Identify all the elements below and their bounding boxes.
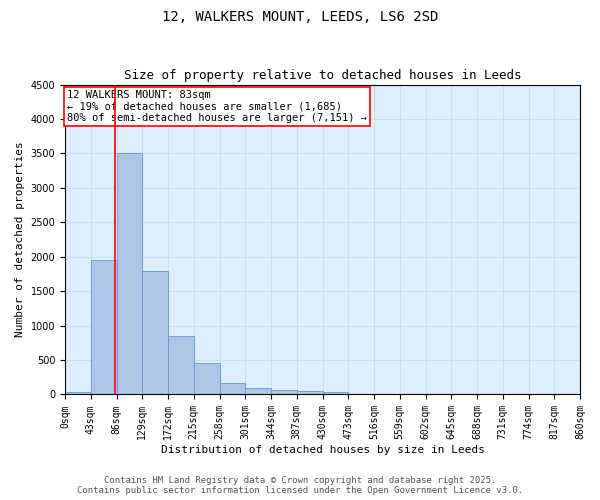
Text: 12 WALKERS MOUNT: 83sqm
← 19% of detached houses are smaller (1,685)
80% of semi: 12 WALKERS MOUNT: 83sqm ← 19% of detache… (67, 90, 367, 124)
Text: Contains HM Land Registry data © Crown copyright and database right 2025.
Contai: Contains HM Land Registry data © Crown c… (77, 476, 523, 495)
Bar (220, 384, 245, 394)
Y-axis label: Number of detached properties: Number of detached properties (15, 142, 25, 338)
Title: Size of property relative to detached houses in Leeds: Size of property relative to detached ho… (124, 69, 521, 82)
Text: 12, WALKERS MOUNT, LEEDS, LS6 2SD: 12, WALKERS MOUNT, LEEDS, LS6 2SD (162, 10, 438, 24)
Bar (116, 154, 142, 394)
Bar (245, 388, 271, 394)
X-axis label: Distribution of detached houses by size in Leeds: Distribution of detached houses by size … (161, 445, 485, 455)
Bar (271, 390, 297, 394)
Bar (65, 392, 91, 394)
Bar (142, 270, 168, 394)
Bar (91, 260, 116, 394)
Bar (323, 392, 348, 394)
Bar (297, 391, 323, 394)
Bar (168, 336, 194, 394)
Bar (194, 364, 220, 394)
